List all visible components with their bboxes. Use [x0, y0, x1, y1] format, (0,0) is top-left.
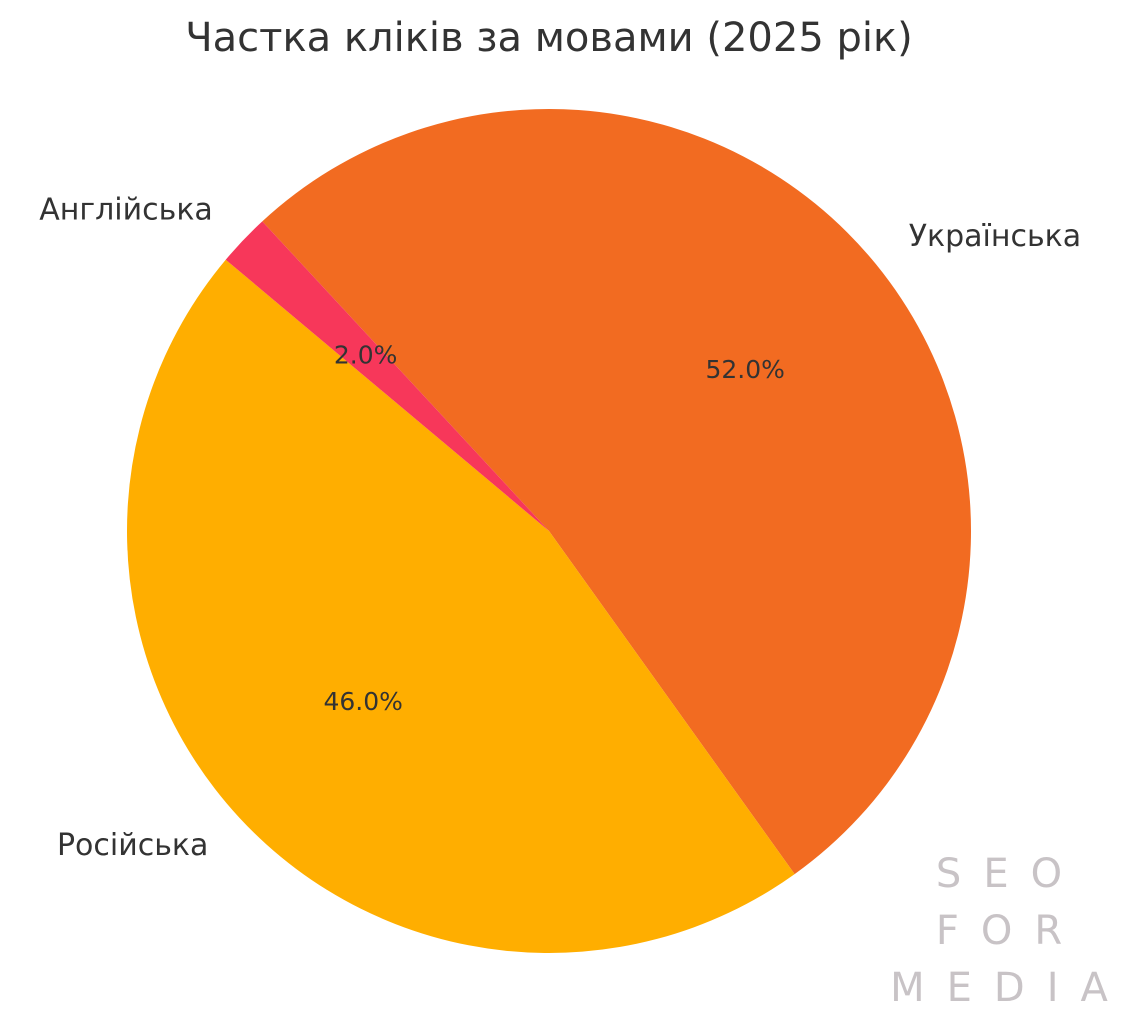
watermark: SEO — [936, 851, 1084, 897]
watermark: MEDIA — [890, 965, 1121, 1011]
chart-title: Частка кліків за мовами (2025 рік) — [185, 15, 913, 61]
pie-slice — [126, 259, 795, 954]
pie-slice — [262, 109, 971, 875]
watermark: FOR — [936, 908, 1084, 954]
slice-label: Російська — [57, 828, 208, 863]
value-label: 2.0% — [334, 340, 398, 369]
pie-slice — [225, 221, 549, 531]
value-label: 46.0% — [324, 687, 403, 716]
value-label: 52.0% — [706, 355, 785, 384]
slice-label: Українська — [909, 219, 1081, 254]
slice-label: Англійська — [39, 192, 213, 227]
